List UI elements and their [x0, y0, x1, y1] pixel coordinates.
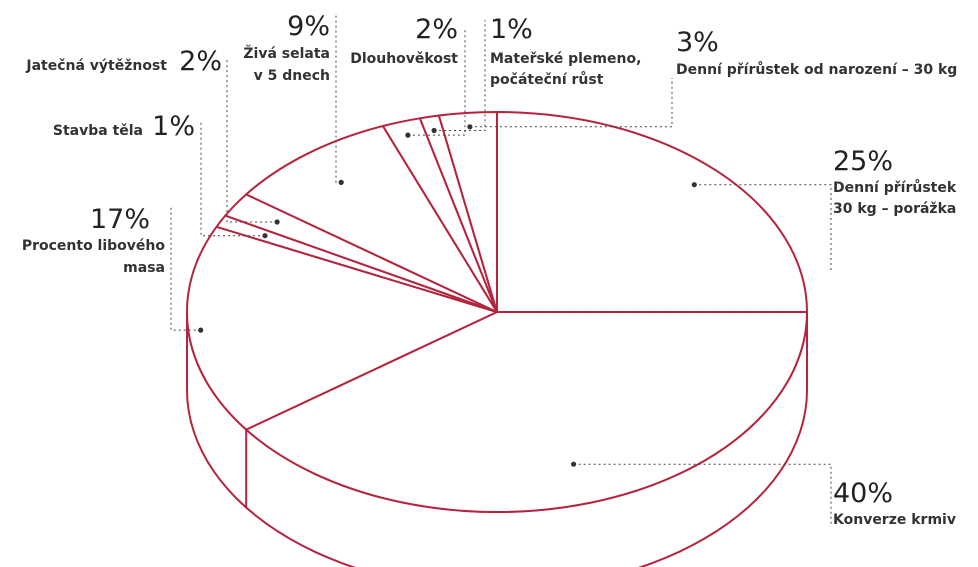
slice-marker-dot [338, 179, 344, 185]
slice-percent-label: 25% [833, 146, 893, 177]
slice-percent-label: 17% [90, 204, 150, 235]
leader-line [694, 184, 832, 272]
slice-marker-dot [405, 132, 411, 138]
slice-marker-dot [431, 127, 437, 134]
slice-marker-dot [274, 219, 280, 225]
pie-slice-2 [245, 311, 808, 514]
slice-category-label: Konverze krmiv [833, 512, 956, 528]
slice-category-label: masa [123, 260, 165, 276]
pie-slice-1 [496, 111, 808, 313]
slice-category-label: Živá selata [243, 45, 330, 62]
slice-marker-dot [198, 327, 204, 333]
slice-category-label: Dlouhověkost [350, 51, 458, 67]
slice-category-label: Stavba těla [53, 123, 143, 139]
leader-line [200, 120, 265, 237]
slice-category-label: 30 kg – porážka [833, 201, 956, 217]
slice-category-label: Procento libového [22, 238, 166, 254]
leader-line [226, 60, 278, 223]
leader-line [573, 463, 832, 526]
slice-category-label: v 5 dnech [254, 68, 330, 84]
slice-category-label: počáteční růst [490, 71, 604, 88]
slice-category-label: Mateřské plemeno, [490, 51, 641, 67]
slice-category-label: Jatečná výtěžnost [25, 58, 167, 74]
slice-marker-dot [262, 233, 268, 239]
slice-marker-dot [571, 461, 577, 467]
slice-percent-label: 40% [833, 478, 893, 509]
pie-slice-3 [186, 225, 498, 431]
slice-labels: 25% Denní přírůstek 30 kg – porážka 40% Konv… [22, 11, 958, 528]
slice-marker-dot [691, 182, 697, 188]
slice-percent-label: 3% [676, 27, 719, 58]
slice-category-label: Denní přírůstek od narození – 30 kg [676, 61, 957, 78]
slice-percent-label: 2% [415, 14, 458, 45]
leader-lines [170, 15, 832, 526]
slice-category-label: Denní přírůstek [833, 179, 957, 196]
pie-slices [186, 110, 808, 514]
pie-slice-9 [437, 110, 498, 313]
slice-percent-label: 2% [179, 46, 222, 77]
slice-percent-label: 9% [287, 11, 330, 42]
slice-percent-label: 1% [152, 111, 195, 142]
pie-slice-6 [245, 125, 498, 313]
slice-marker-dot [467, 124, 473, 130]
leader-line [434, 20, 486, 131]
slice-percent-label: 1% [490, 14, 533, 45]
